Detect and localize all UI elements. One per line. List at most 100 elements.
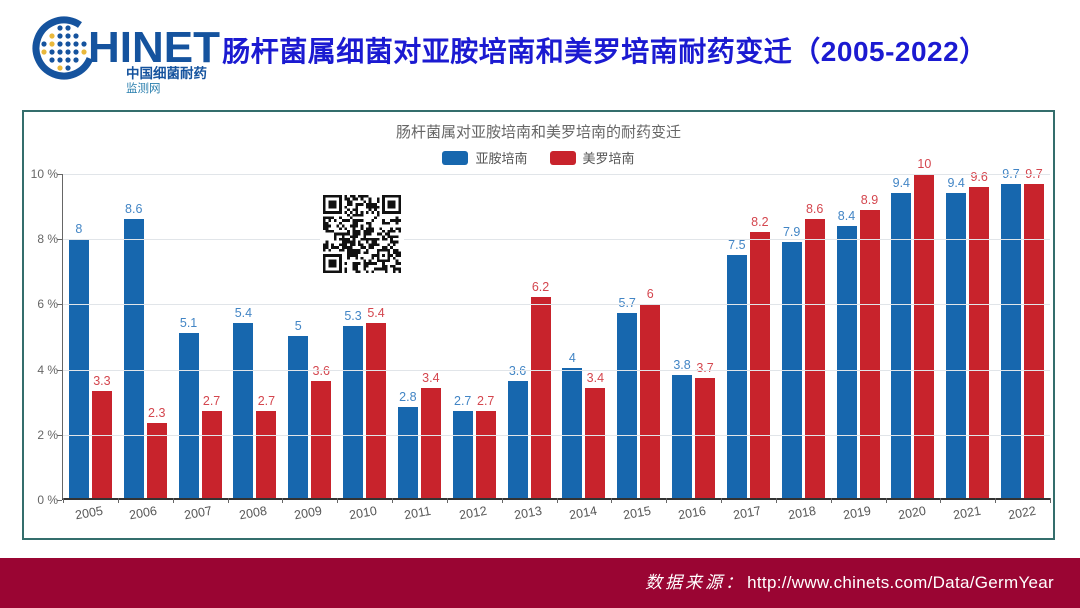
- bar-group-2022: 9.7 9.7: [995, 167, 1050, 498]
- legend-swatch: [549, 150, 576, 165]
- x-axis-tick: [501, 498, 503, 503]
- bar-meropenem: [749, 232, 770, 498]
- bar-value-label: 8.6: [805, 202, 824, 217]
- gridline: [63, 174, 1050, 175]
- data-source-url[interactable]: http://www.chinets.com/Data/GermYear: [747, 573, 1054, 592]
- bar-meropenem: [969, 186, 990, 498]
- bar-value-label: 9.6: [970, 169, 988, 184]
- y-axis-tick: [57, 174, 62, 175]
- x-axis-tick: [940, 498, 942, 503]
- bar-wrap: 7.9: [781, 174, 802, 498]
- bar-value-label: 5.4: [367, 306, 385, 321]
- bar-wrap: 3.4: [420, 174, 441, 498]
- bar-meropenem: [914, 174, 935, 498]
- bar-value-label: 8.6: [125, 202, 143, 217]
- bar-value-label: 6: [646, 286, 654, 301]
- legend-item-meropenem[interactable]: 美罗培南: [549, 148, 635, 167]
- bar-imipenem: [452, 410, 473, 498]
- bar-wrap: 3.3: [91, 174, 112, 498]
- data-source-label: 数据来源：: [645, 573, 746, 592]
- bar-value-label: 3.3: [93, 374, 111, 389]
- bar-wrap: 3.6: [507, 174, 528, 498]
- bar-wrap: 3.4: [585, 174, 606, 498]
- bar-meropenem: [1023, 183, 1044, 498]
- x-axis-label: 2006: [128, 503, 159, 523]
- bar-imipenem: [178, 332, 199, 498]
- logo-brand-text: HINET: [88, 23, 220, 72]
- bar-value-label: 5.7: [618, 296, 636, 311]
- bar-meropenem: [91, 391, 112, 498]
- x-axis-tick: [1050, 498, 1051, 503]
- x-cell: 2016: [666, 503, 721, 530]
- bar-value-label: 5.4: [234, 306, 253, 321]
- bar-group-2019: 8.4 8.9: [831, 174, 886, 498]
- logo-globe-icon: HINET 中国细菌耐药 监测网: [32, 16, 220, 95]
- legend-label: 美罗培南: [582, 151, 635, 166]
- x-axis-label: 2014: [567, 503, 598, 523]
- x-cell: 2009: [282, 503, 337, 530]
- bar-value-label: 6.2: [531, 280, 550, 295]
- bar-wrap: 6.2: [530, 174, 551, 498]
- bar-wrap: 9.4: [891, 174, 912, 498]
- y-axis-label: 6 %: [37, 297, 58, 312]
- x-cell: 2010: [336, 503, 391, 530]
- x-axis-label: 2011: [403, 503, 433, 523]
- x-axis-tick: [227, 498, 229, 503]
- bar-value-label: 9.4: [947, 176, 965, 191]
- bar-meropenem: [475, 410, 496, 498]
- y-axis-label: 0 %: [37, 493, 58, 507]
- x-cell: 2018: [776, 504, 831, 530]
- bar-meropenem: [530, 297, 551, 498]
- x-cell: 2006: [117, 503, 172, 530]
- bar-value-label: 10: [917, 157, 932, 171]
- y-axis: 10 % 8 % 6 % 4 % 2 % 0 %: [24, 167, 58, 507]
- bar-wrap: 5.4: [233, 174, 254, 498]
- bar-group-2005: 8 3.3: [63, 174, 118, 498]
- bar-meropenem: [311, 381, 332, 498]
- x-axis-label: 2016: [677, 503, 708, 523]
- bar-wrap: 5.7: [617, 174, 638, 498]
- bar-imipenem: [891, 193, 912, 498]
- bar-wrap: 2.3: [146, 174, 167, 498]
- bar-imipenem: [123, 219, 144, 498]
- bar-wrap: 3.7: [695, 174, 716, 498]
- bar-imipenem: [726, 255, 747, 498]
- bar-wrap: 7.5: [726, 174, 747, 498]
- bar-wrap: 9.7: [1023, 167, 1044, 498]
- gridline: [63, 304, 1050, 306]
- y-axis-tick: [57, 434, 62, 436]
- x-cell: 2017: [721, 503, 776, 530]
- bar-wrap: 6: [640, 174, 661, 498]
- bar-value-label: 2.7: [454, 393, 472, 408]
- x-axis-label: 2010: [348, 503, 378, 523]
- bar-group-2020: 9.4 10: [885, 157, 940, 498]
- x-axis-tick: [282, 498, 284, 503]
- bar-meropenem: [859, 209, 880, 498]
- footer-bar: 数据来源： http://www.chinets.com/Data/GermYea…: [0, 558, 1080, 608]
- bar-value-label: 2.7: [477, 393, 495, 408]
- bar-group-2011: 2.8 3.4: [392, 174, 447, 498]
- bar-value-label: 2.7: [257, 393, 276, 408]
- x-axis-tick: [172, 498, 174, 503]
- legend-item-imipenem[interactable]: 亚胺培南: [442, 148, 528, 167]
- bar-wrap: 3.8: [672, 174, 693, 498]
- bar-meropenem: [366, 323, 387, 498]
- logo-subtitle-1: 中国细菌耐药: [126, 65, 207, 81]
- bar-imipenem: [672, 374, 693, 498]
- bar-value-label: 2.8: [399, 390, 417, 405]
- x-axis-label: 2007: [183, 503, 214, 523]
- x-axis-label: 2008: [238, 503, 269, 523]
- bars-container: 8 3.3 8.6 2.3 5.1 2.7 5.4 2.7 5 3.6 5.3 5.4 2.8 3.4 2.…: [63, 157, 1050, 498]
- y-axis-tick: [57, 500, 62, 501]
- bar-group-2012: 2.7 2.7: [447, 174, 502, 498]
- bar-value-label: 8.4: [837, 208, 856, 223]
- x-axis-tick: [63, 498, 64, 503]
- bar-value-label: 3.8: [673, 357, 691, 372]
- x-axis-tick: [885, 498, 887, 503]
- gridline: [63, 434, 1050, 436]
- bar-wrap: 9.7: [1000, 167, 1021, 498]
- bar-wrap: 8.6: [804, 174, 825, 498]
- x-axis-label: 2009: [293, 503, 324, 523]
- x-axis-label: 2017: [732, 503, 763, 523]
